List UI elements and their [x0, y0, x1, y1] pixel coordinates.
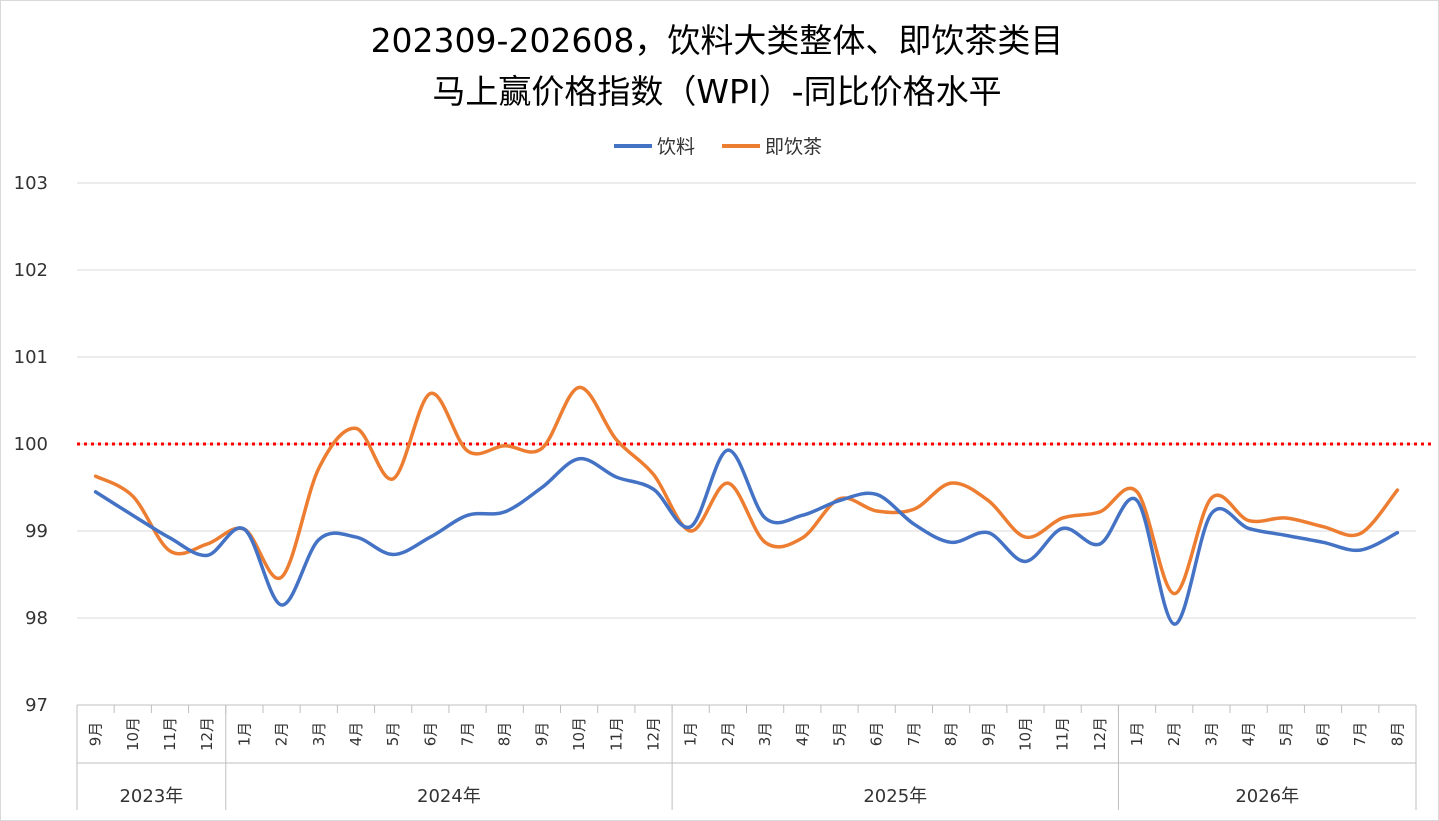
- y-tick-label: 97: [25, 695, 48, 716]
- series-line-rtd-tea: [93, 385, 1400, 596]
- x-tick-label: 12月: [198, 717, 216, 751]
- x-tick-label: 9月: [533, 722, 551, 747]
- y-axis-ticks: 97 98 99 100 101 102 103: [14, 173, 48, 716]
- x-tick-label: 7月: [459, 722, 477, 747]
- chart-title-line-1: 202309-202608，饮料大类整体、即饮茶类目: [371, 21, 1064, 60]
- x-tick-label: 10月: [570, 717, 588, 751]
- x-tick-label: 5月: [1277, 722, 1295, 747]
- y-tick-label: 103: [14, 173, 48, 194]
- x-tick-label: 4月: [793, 722, 811, 747]
- x-tick-label: 2月: [273, 722, 291, 747]
- x-tick-label: 5月: [830, 722, 848, 747]
- x-tick-label: 3月: [1202, 722, 1220, 747]
- x-tick-label: 8月: [1388, 722, 1406, 747]
- legend: 饮料 即饮茶: [614, 136, 822, 158]
- year-group-label: 2023年: [119, 786, 183, 807]
- x-tick-label: 9月: [87, 722, 105, 747]
- legend-label-beverage: 饮料: [657, 136, 695, 158]
- y-tick-label: 99: [25, 521, 48, 542]
- x-tick-label: 6月: [1314, 722, 1332, 747]
- x-tick-label: 11月: [607, 717, 625, 751]
- x-tick-label: 8月: [496, 722, 514, 747]
- x-tick-label: 7月: [1351, 722, 1369, 747]
- y-tick-label: 101: [14, 347, 48, 368]
- year-group-label: 2026年: [1235, 786, 1299, 807]
- x-tick-label: 3月: [310, 722, 328, 747]
- chart-title-line-2: 马上赢价格指数（WPI）-同比价格水平: [432, 72, 1001, 111]
- x-tick-label: 3月: [756, 722, 774, 747]
- x-tick-label: 2月: [1165, 722, 1183, 747]
- x-tick-label: 6月: [868, 722, 886, 747]
- y-tick-label: 100: [14, 434, 48, 455]
- x-tick-label: 11月: [161, 717, 179, 751]
- x-tick-label: 11月: [1054, 717, 1072, 751]
- x-tick-label: 8月: [942, 722, 960, 747]
- series-lines: [93, 385, 1400, 626]
- x-tick-label: 4月: [347, 722, 365, 747]
- x-axis: 9月 10月 11月 12月 1月 2月 3月 4月 5月 6月 7月 8月 9月 10月 11月 12月 1月…: [76, 704, 1417, 810]
- x-tick-label: 4月: [1240, 722, 1258, 747]
- x-tick-label: 12月: [645, 717, 663, 751]
- x-tick-label: 10月: [124, 717, 142, 751]
- x-tick-label: 7月: [905, 722, 923, 747]
- x-tick-label: 1月: [682, 722, 700, 747]
- x-tick-label: 2月: [719, 722, 737, 747]
- x-tick-label: 1月: [1128, 722, 1146, 747]
- year-group-label: 2024年: [417, 786, 481, 807]
- x-tick-label: 12月: [1091, 717, 1109, 751]
- series-line-beverage: [93, 448, 1400, 626]
- x-tick-label: 10月: [1016, 717, 1034, 751]
- legend-label-rtd-tea: 即饮茶: [765, 136, 822, 158]
- x-tick-label: 5月: [384, 722, 402, 747]
- y-tick-label: 102: [14, 260, 48, 281]
- x-tick-label: 1月: [235, 722, 253, 747]
- year-group-label: 2025年: [863, 786, 927, 807]
- y-tick-label: 98: [25, 608, 48, 629]
- x-tick-label: 9月: [979, 722, 997, 747]
- x-tick-label: 6月: [421, 722, 439, 747]
